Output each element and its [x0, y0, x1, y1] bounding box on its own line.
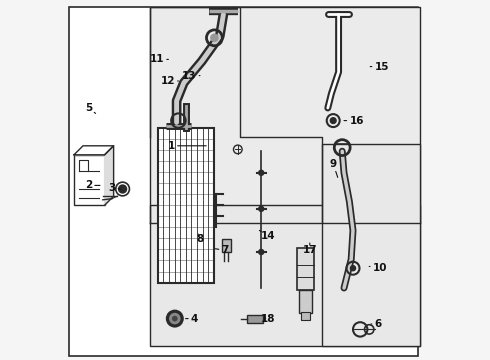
Circle shape	[210, 33, 219, 42]
Bar	[322, 144, 419, 346]
Circle shape	[166, 310, 184, 328]
Polygon shape	[104, 146, 114, 205]
Polygon shape	[149, 7, 419, 223]
Text: 9: 9	[330, 159, 338, 177]
Bar	[149, 205, 419, 346]
Text: 18: 18	[261, 314, 276, 324]
Text: 14: 14	[259, 230, 276, 241]
Text: 7: 7	[215, 245, 229, 255]
Text: 1: 1	[168, 141, 206, 151]
Text: 6: 6	[371, 319, 382, 329]
Text: 16: 16	[344, 116, 364, 126]
Text: 13: 13	[182, 71, 200, 81]
Text: 10: 10	[369, 263, 387, 273]
Text: 3: 3	[108, 183, 121, 193]
Bar	[74, 155, 104, 205]
Polygon shape	[74, 146, 114, 155]
Circle shape	[169, 313, 180, 324]
Text: 5: 5	[85, 103, 96, 113]
Text: 8: 8	[196, 234, 204, 244]
Bar	[247, 315, 263, 323]
Circle shape	[172, 316, 178, 321]
Circle shape	[258, 170, 265, 176]
Bar	[221, 239, 231, 252]
Text: 17: 17	[302, 243, 317, 255]
Circle shape	[118, 184, 127, 194]
Bar	[299, 290, 312, 313]
Bar	[158, 128, 214, 283]
Bar	[297, 248, 315, 290]
Text: 2: 2	[85, 180, 100, 190]
Text: 11: 11	[149, 54, 169, 64]
Bar	[301, 312, 310, 320]
Text: 15: 15	[370, 62, 389, 72]
Circle shape	[258, 249, 265, 255]
Text: 12: 12	[160, 76, 178, 86]
Circle shape	[350, 265, 356, 271]
Text: 4: 4	[186, 314, 198, 324]
Circle shape	[258, 206, 265, 212]
Circle shape	[330, 117, 337, 124]
